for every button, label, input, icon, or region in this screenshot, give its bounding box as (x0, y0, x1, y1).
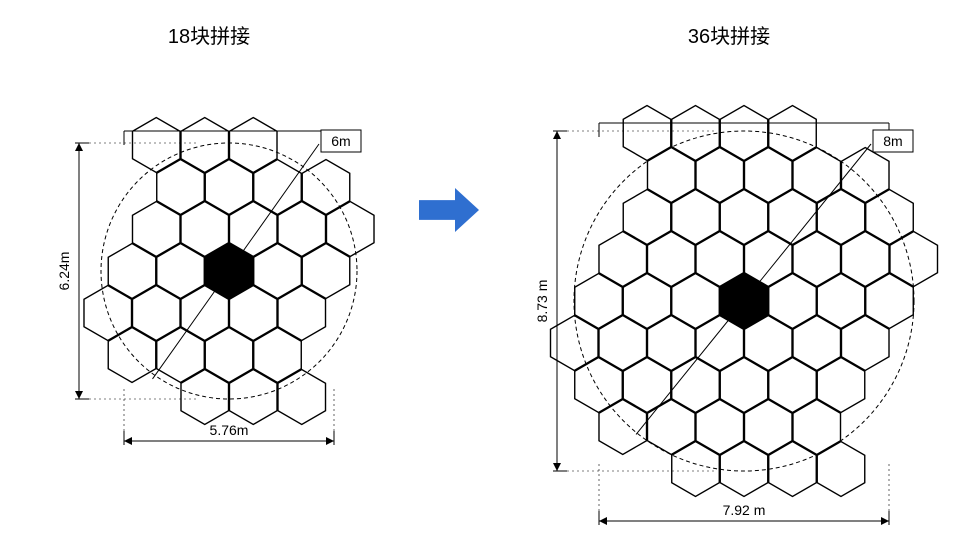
right-title: 36块拼接 (688, 20, 770, 49)
arrow-wrap (419, 20, 479, 400)
left-title: 18块拼接 (168, 20, 250, 49)
svg-text:8m: 8m (883, 133, 902, 149)
left-diagram: 6m 6.24m 5.76m (29, 61, 389, 461)
diagram-container: 18块拼接 6m 6.24m 5.76m 36块拼接 8m 8.73 m 7.92 m (20, 20, 958, 541)
right-diagram: 8m 8.73 m 7.92 m (509, 61, 949, 541)
svg-text:5.76m: 5.76m (210, 422, 249, 438)
svg-text:6.24m: 6.24m (56, 252, 72, 291)
right-panel: 36块拼接 8m 8.73 m 7.92 m (509, 20, 949, 541)
svg-text:8.73 m: 8.73 m (534, 280, 550, 323)
transition-arrow-icon (419, 188, 479, 232)
left-panel: 18块拼接 6m 6.24m 5.76m (29, 20, 389, 461)
svg-text:6m: 6m (331, 133, 350, 149)
svg-text:7.92 m: 7.92 m (723, 502, 766, 518)
